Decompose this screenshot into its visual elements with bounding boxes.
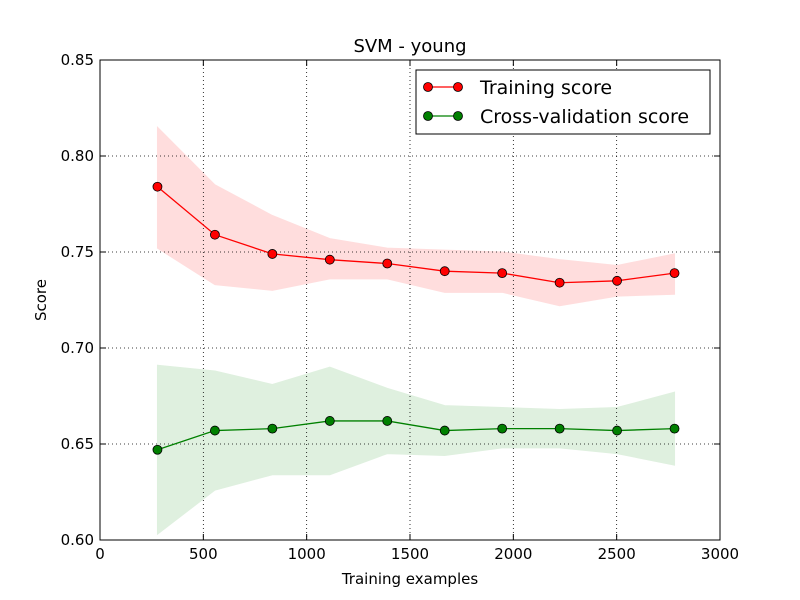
legend-marker-0-a [423, 82, 433, 92]
series-0-point-1 [210, 229, 220, 240]
x-tick-label: 2500 [598, 545, 636, 563]
series-1-point-3 [324, 416, 335, 426]
series-0-std-band [156, 125, 676, 307]
legend-label-0: Training score [479, 77, 612, 99]
x-axis-label: Training examples [341, 570, 479, 588]
series-1-point-8 [612, 425, 622, 436]
y-axis-label: Score [32, 279, 50, 321]
series-1-std-band [156, 364, 676, 536]
x-tick-label: 1500 [391, 545, 429, 563]
series-0-point-4 [382, 258, 393, 269]
series-0-point-0 [152, 181, 163, 192]
x-tick-label: 500 [189, 545, 218, 563]
y-tick-label: 0.70 [61, 339, 94, 357]
series-1-point-4 [382, 416, 393, 426]
series-0-point-8 [612, 275, 622, 286]
series-0-point-9 [669, 268, 680, 279]
series-0-line [157, 186, 675, 284]
series-1-point-7 [554, 423, 565, 434]
y-tick-label: 0.80 [61, 147, 94, 165]
x-tick-label: 1000 [288, 545, 326, 563]
series-1-point-0 [152, 444, 163, 455]
y-tick-label: 0.60 [61, 531, 94, 549]
series-1-point-5 [439, 425, 450, 436]
y-tick-label: 0.85 [61, 51, 94, 69]
series-0-point-6 [497, 268, 508, 279]
x-tick-label: 3000 [701, 545, 739, 563]
legend-marker-1-a [423, 111, 433, 121]
series-0-point-7 [554, 277, 565, 288]
chart-title: SVM - young [353, 36, 466, 57]
series-0-point-3 [324, 254, 335, 265]
series-1-point-6 [497, 423, 508, 434]
legend: Training score Cross-validation score [415, 69, 711, 135]
x-tick-label: 0 [95, 545, 105, 563]
y-tick-label: 0.75 [61, 243, 94, 261]
series-0-point-2 [267, 249, 278, 259]
series-0-point-5 [439, 266, 450, 277]
legend-marker-0-b [453, 82, 463, 92]
series-1-point-9 [669, 423, 680, 434]
legend-label-1: Cross-validation score [480, 106, 689, 128]
series-1-point-2 [267, 423, 278, 434]
series-1-point-1 [210, 425, 220, 436]
legend-marker-1-b [453, 111, 463, 121]
x-tick-label: 2000 [494, 545, 532, 563]
y-tick-label: 0.65 [61, 435, 94, 453]
series-1-line [157, 420, 675, 451]
legend-box [415, 69, 711, 135]
